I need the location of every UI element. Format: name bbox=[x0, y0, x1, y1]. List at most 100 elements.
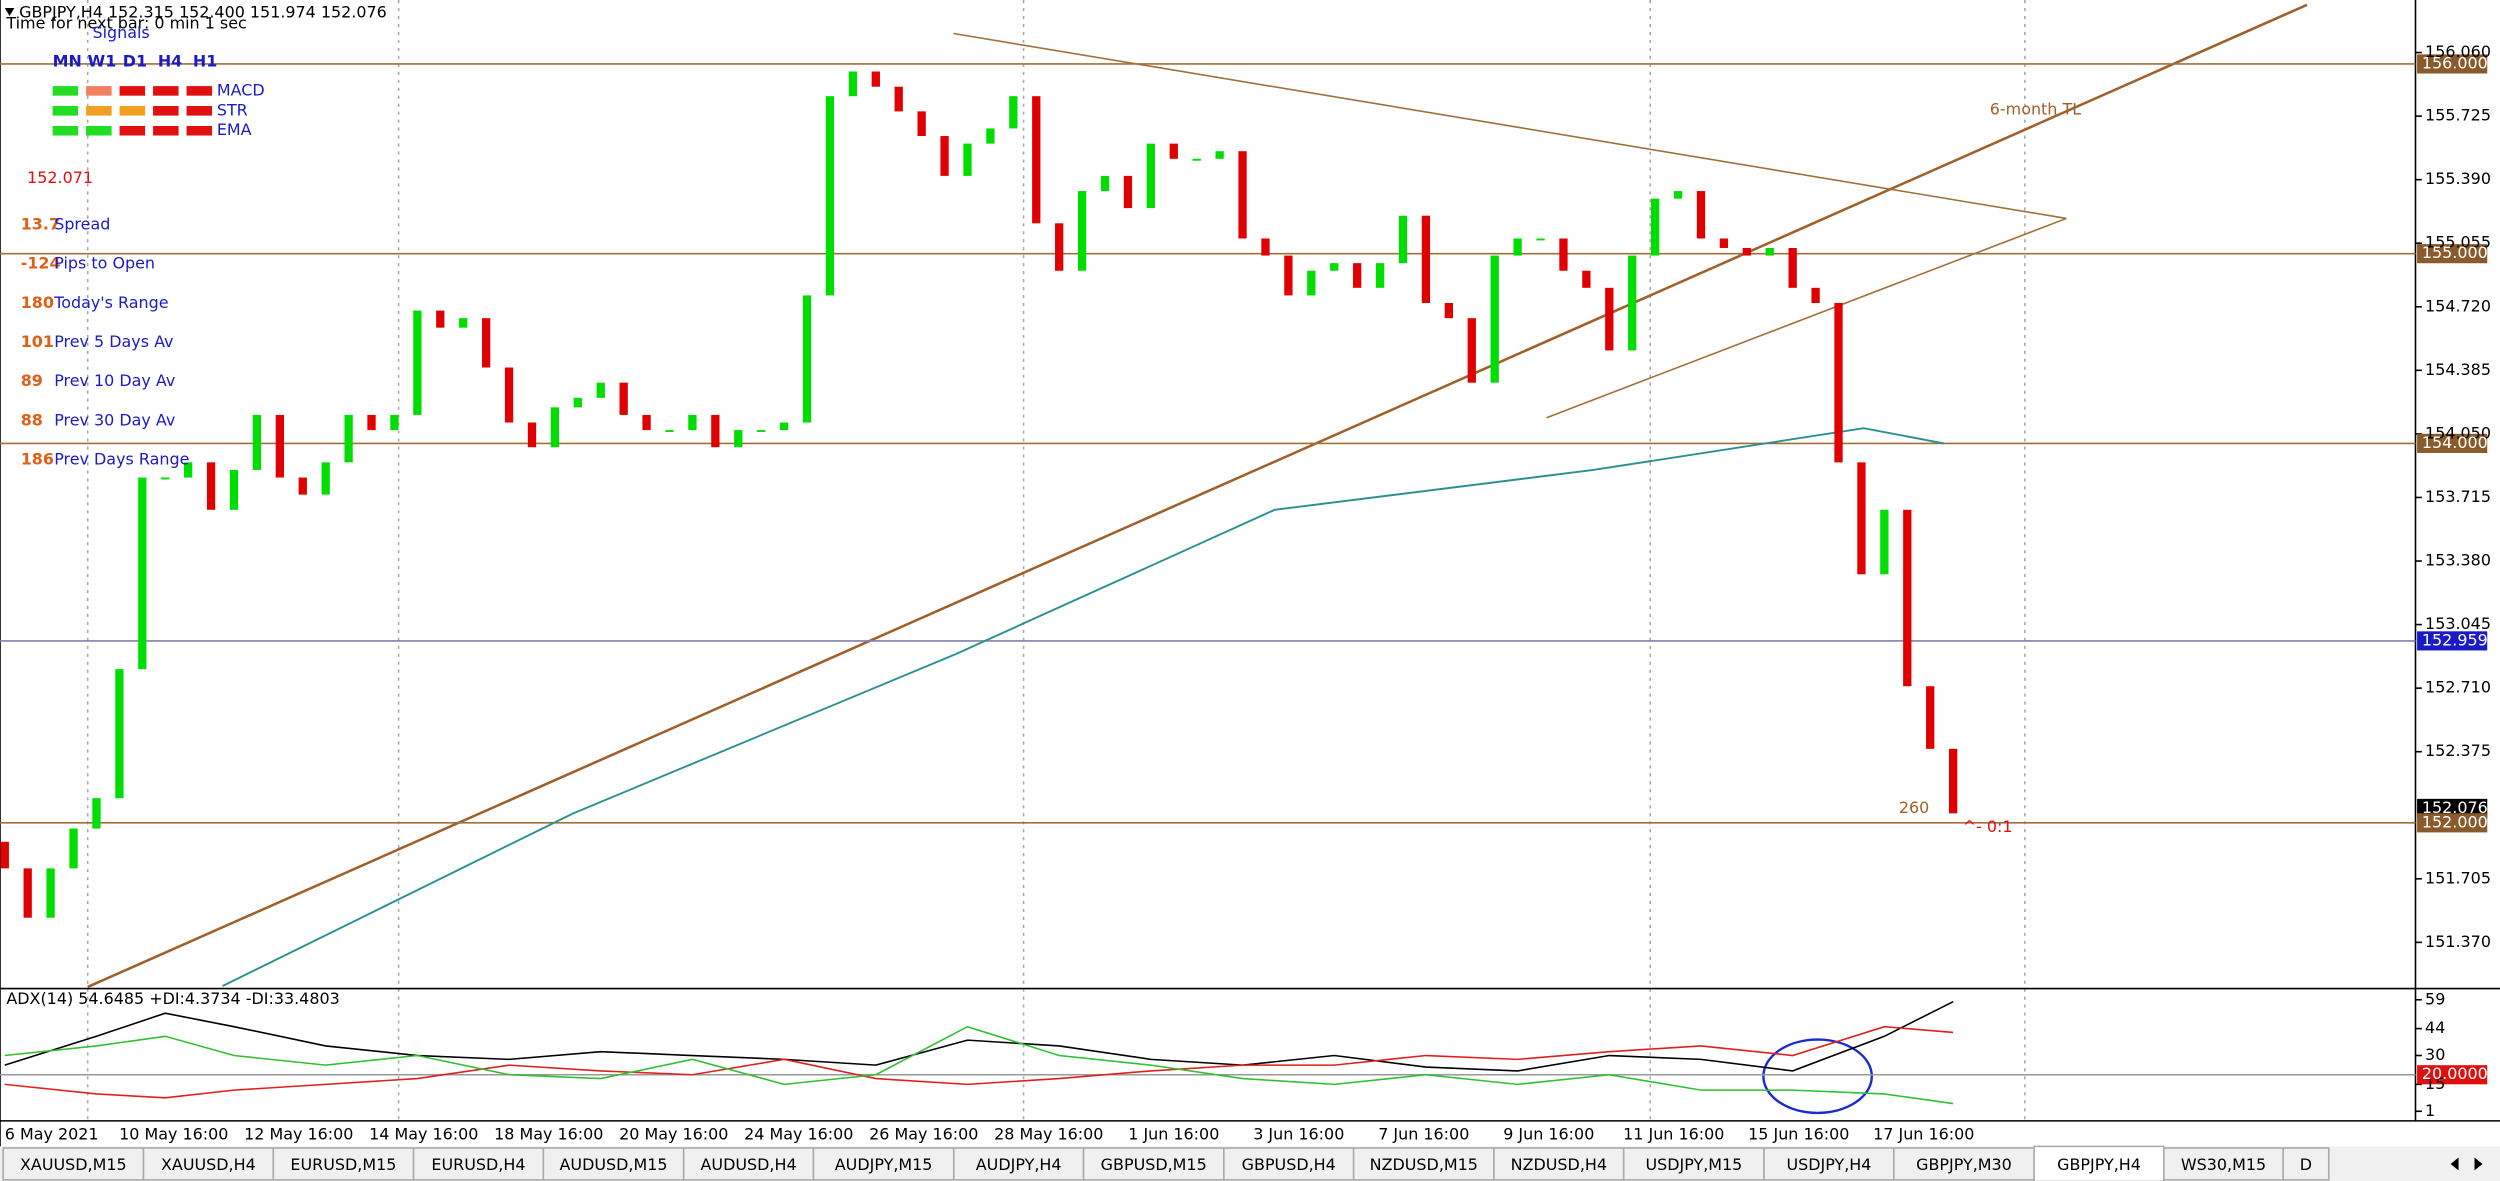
adx-marker-label: 20.0000 bbox=[2422, 1064, 2488, 1083]
candle bbox=[573, 397, 582, 408]
candle bbox=[734, 430, 743, 448]
symbol-tab-label[interactable]: GBPJPY,H4 bbox=[2057, 1155, 2141, 1174]
stat-value: -124 bbox=[21, 254, 61, 273]
price-tick-label: 155.725 bbox=[2425, 106, 2491, 125]
stat-label: Spread bbox=[54, 214, 110, 233]
adx-tick-label: 59 bbox=[2425, 989, 2445, 1008]
candle bbox=[1582, 270, 1591, 288]
symbol-tab[interactable] bbox=[682, 1147, 815, 1181]
candle bbox=[963, 143, 972, 176]
symbol-tab[interactable] bbox=[542, 1147, 685, 1181]
stat-value: 180 bbox=[21, 293, 54, 312]
ratio-label: ^- 0:1 bbox=[1963, 817, 2013, 836]
price-tick-label: 156.060 bbox=[2425, 42, 2491, 61]
symbol-tab[interactable] bbox=[412, 1147, 545, 1181]
symbol-tab-label[interactable]: D bbox=[2300, 1155, 2312, 1174]
candle bbox=[1169, 143, 1178, 159]
labels: 156.060 155.725 155.390 155.055 154.720 154.3… bbox=[5, 2, 2491, 1174]
symbol-tab-label[interactable]: NZDUSD,M15 bbox=[1370, 1155, 1478, 1174]
symbol-tab[interactable] bbox=[1223, 1147, 1355, 1181]
adx-tick-label: 30 bbox=[2425, 1045, 2445, 1064]
symbol-tab[interactable] bbox=[2163, 1147, 2284, 1181]
candle bbox=[1605, 287, 1614, 351]
trendline-label: 6-month TL bbox=[1990, 100, 2081, 119]
price-tick-label: 152.710 bbox=[2425, 678, 2491, 697]
candle bbox=[1650, 198, 1660, 256]
candle bbox=[1192, 158, 1201, 161]
symbol-tab-label[interactable]: XAUUSD,H4 bbox=[161, 1155, 256, 1174]
signal-block bbox=[186, 106, 213, 116]
symbol-tab[interactable] bbox=[1763, 1147, 1895, 1181]
candle bbox=[1375, 263, 1385, 288]
candle bbox=[1811, 287, 1820, 303]
signal-block bbox=[153, 86, 179, 96]
symbol-tab-label[interactable]: XAUUSD,M15 bbox=[20, 1155, 127, 1174]
symbol-tab[interactable] bbox=[952, 1147, 1085, 1181]
candle bbox=[161, 477, 170, 480]
date-label: 18 May 16:00 bbox=[494, 1125, 603, 1144]
symbol-tab[interactable] bbox=[1082, 1147, 1225, 1181]
triangle-lower bbox=[1546, 217, 2067, 419]
moving-average bbox=[222, 427, 1945, 987]
candle bbox=[229, 469, 239, 510]
stat-value: 13.7 bbox=[21, 214, 60, 233]
symbol-tab-label[interactable]: EURUSD,H4 bbox=[431, 1155, 525, 1174]
price-tick-label: 154.720 bbox=[2425, 296, 2491, 315]
adx-tick-label: 1 bbox=[2425, 1101, 2435, 1120]
price-marker-label: 152.076 bbox=[2422, 798, 2488, 817]
symbol-tab-label[interactable]: GBPUSD,H4 bbox=[1242, 1155, 1336, 1174]
candle bbox=[1330, 263, 1339, 271]
signal-block bbox=[52, 86, 79, 96]
symbol-tab-label[interactable]: USDJPY,M15 bbox=[1645, 1155, 1742, 1174]
symbol-tab[interactable] bbox=[2282, 1147, 2330, 1181]
date-label: 28 May 16:00 bbox=[994, 1125, 1103, 1144]
stat-label: Pips to Open bbox=[54, 254, 155, 273]
symbol-tab-label[interactable]: GBPJPY,M30 bbox=[1916, 1155, 2012, 1174]
price-tick-label: 152.375 bbox=[2425, 741, 2491, 760]
date-label: 7 Jun 16:00 bbox=[1378, 1125, 1469, 1144]
signal-block bbox=[86, 125, 112, 136]
adx-title: ADX(14) 54.6485 +DI:4.3734 -DI:33.4803 bbox=[6, 989, 339, 1008]
symbol-tab[interactable] bbox=[272, 1147, 415, 1181]
symbol-tab[interactable] bbox=[2033, 1145, 2165, 1181]
signal-block bbox=[119, 106, 146, 116]
stat-value: 88 bbox=[21, 410, 43, 429]
menu-arrow bbox=[4, 7, 15, 16]
symbol-tab[interactable] bbox=[812, 1147, 955, 1181]
date-label: 10 May 16:00 bbox=[119, 1125, 228, 1144]
signal-column: H1 bbox=[193, 52, 217, 71]
stat-value: 89 bbox=[21, 371, 43, 390]
symbol-tab[interactable] bbox=[1352, 1147, 1495, 1181]
price-marker bbox=[2417, 54, 2488, 74]
candle bbox=[1834, 302, 1843, 463]
symbol-tab-label[interactable]: NZDUSD,H4 bbox=[1511, 1155, 1607, 1174]
symbol-tab-label[interactable]: GBPUSD,M15 bbox=[1101, 1155, 1207, 1174]
symbol-tab-label[interactable]: EURUSD,M15 bbox=[290, 1155, 396, 1174]
candle bbox=[1719, 238, 1729, 248]
candle bbox=[115, 669, 124, 799]
symbol-tab[interactable] bbox=[1493, 1147, 1625, 1181]
stat-label: Prev 5 Days Av bbox=[54, 332, 173, 351]
candle bbox=[940, 136, 949, 176]
candle bbox=[1353, 263, 1362, 288]
candle bbox=[1444, 302, 1453, 319]
symbol-tab-label[interactable]: AUDUSD,H4 bbox=[701, 1155, 797, 1174]
candle bbox=[1880, 509, 1889, 575]
candle bbox=[1559, 238, 1568, 271]
candle bbox=[344, 414, 353, 463]
signal-block bbox=[153, 106, 179, 116]
candle bbox=[848, 71, 858, 97]
symbol-tab-label[interactable]: WS30,M15 bbox=[2181, 1155, 2266, 1174]
candle bbox=[298, 477, 307, 495]
symbol-tab-label[interactable]: AUDUSD,M15 bbox=[560, 1155, 668, 1174]
symbol-tab[interactable] bbox=[1622, 1147, 1765, 1181]
candle bbox=[413, 310, 422, 415]
symbol-tab-label[interactable]: AUDJPY,H4 bbox=[976, 1155, 1062, 1174]
signal-column: W1 bbox=[88, 52, 117, 71]
signal-block bbox=[52, 106, 79, 116]
symbol-tab-label[interactable]: AUDJPY,M15 bbox=[835, 1155, 933, 1174]
symbol-tab[interactable] bbox=[2, 1147, 145, 1181]
price-tick-label: 154.050 bbox=[2425, 423, 2491, 442]
candle bbox=[1146, 143, 1156, 209]
symbol-tab-label[interactable]: USDJPY,H4 bbox=[1786, 1155, 1871, 1174]
